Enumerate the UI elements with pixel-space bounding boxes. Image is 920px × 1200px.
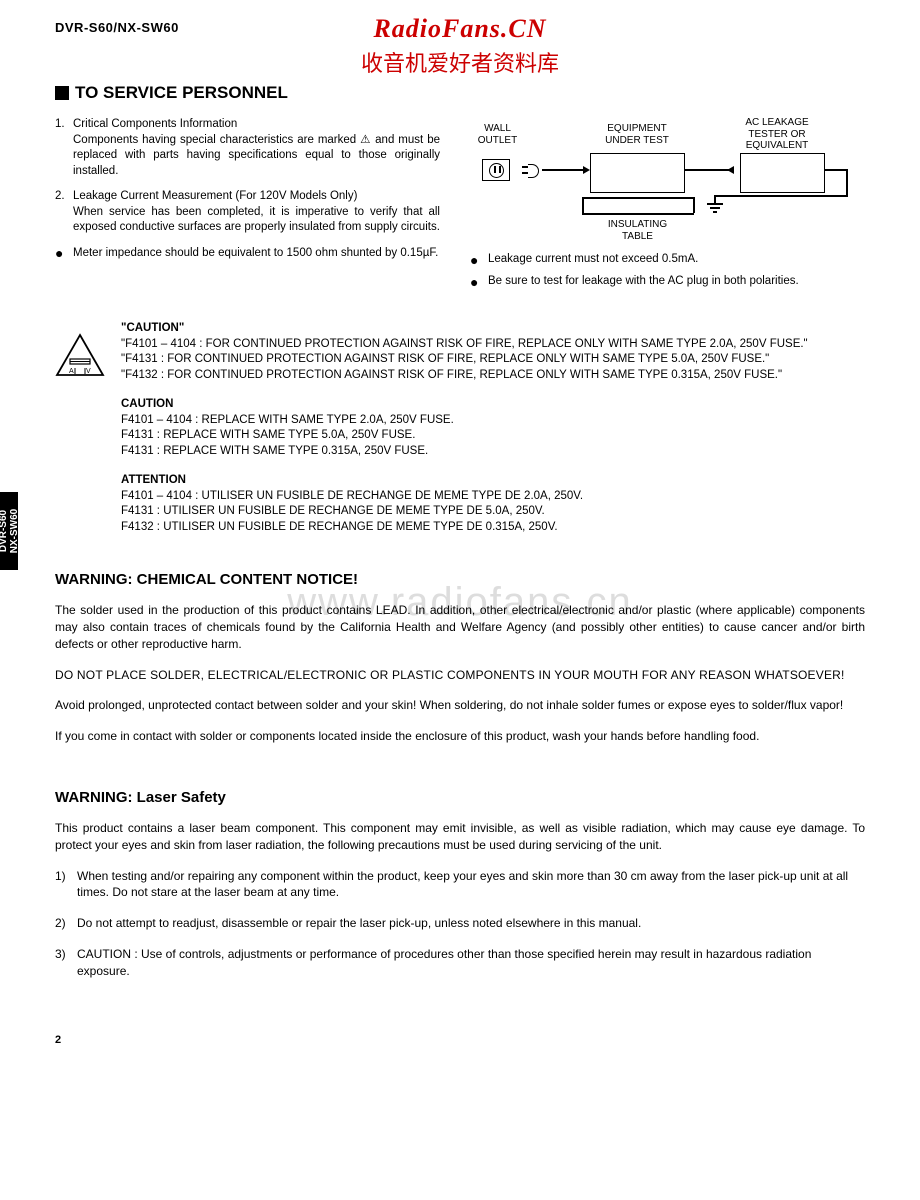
box-equipment	[590, 153, 685, 193]
bullet-text: Meter impedance should be equivalent to …	[73, 246, 440, 262]
warning-chemical-p1: The solder used in the production of thi…	[55, 602, 865, 652]
section-title: TO SERVICE PERSONNEL	[55, 83, 865, 103]
item-number: 1.	[55, 117, 73, 179]
item-text: Leakage Current Measurement (For 120V Mo…	[73, 189, 440, 236]
caution-line: F4131 : REPLACE WITH SAME TYPE 5.0A, 250…	[121, 428, 865, 444]
line	[685, 169, 733, 171]
item2-body: When service has been completed, it is i…	[73, 206, 440, 234]
caution-block: A V "CAUTION" "F4101 – 4104 : FOR CONTIN…	[55, 321, 865, 535]
warning-chemical-p3: Avoid prolonged, unprotected contact bet…	[55, 697, 865, 714]
item-number: 2.	[55, 189, 73, 236]
svg-text:A: A	[69, 368, 74, 375]
numbered-item-1: 1. Critical Components Information Compo…	[55, 117, 440, 179]
line	[825, 169, 847, 171]
label-equipment: EQUIPMENTUNDER TEST	[592, 123, 682, 146]
right-column: WALLOUTLET EQUIPMENTUNDER TEST AC LEAKAG…	[470, 117, 865, 297]
plug-icon	[528, 164, 542, 176]
line	[582, 213, 694, 215]
list-number: 1)	[55, 868, 77, 902]
caution-line: F4101 – 4104 : REPLACE WITH SAME TYPE 2.…	[121, 413, 865, 429]
warning-laser-title: WARNING: Laser Safety	[55, 789, 865, 806]
line	[582, 197, 694, 199]
line	[714, 195, 848, 197]
list-number: 3)	[55, 946, 77, 980]
bullet-item: ● Meter impedance should be equivalent t…	[55, 246, 440, 262]
bullet-text: Leakage current must not exceed 0.5mA.	[488, 253, 865, 267]
list-item: 3) CAUTION : Use of controls, adjustment…	[55, 946, 865, 980]
warning-chemical-title: WARNING: CHEMICAL CONTENT NOTICE!	[55, 571, 865, 588]
caution-line: "F4101 – 4104 : FOR CONTINUED PROTECTION…	[121, 337, 865, 353]
numbered-item-2: 2. Leakage Current Measurement (For 120V…	[55, 189, 440, 236]
svg-text:V: V	[86, 368, 91, 375]
left-column: 1. Critical Components Information Compo…	[55, 117, 440, 297]
label-wall-outlet: WALLOUTLET	[470, 123, 525, 146]
test-setup-diagram: WALLOUTLET EQUIPMENTUNDER TEST AC LEAKAG…	[470, 117, 865, 247]
page-number: 2	[55, 1034, 61, 1046]
list-text: When testing and/or repairing any compon…	[77, 868, 865, 902]
bullet-icon: ●	[470, 253, 488, 267]
line	[542, 169, 584, 171]
bullet-icon: ●	[55, 246, 73, 262]
bullet-text: Be sure to test for leakage with the AC …	[488, 275, 865, 289]
watermark-line1: RadioFans.CN	[0, 14, 920, 44]
laser-precaution-list: 1) When testing and/or repairing any com…	[55, 868, 865, 980]
item2-title: Leakage Current Measurement (For 120V Mo…	[73, 190, 357, 202]
square-bullet-icon	[55, 86, 69, 100]
caution-line: F4132 : UTILISER UN FUSIBLE DE RECHANGE …	[121, 520, 865, 536]
list-item: 1) When testing and/or repairing any com…	[55, 868, 865, 902]
bullet-icon: ●	[470, 275, 488, 289]
fuse-warning-triangle-icon: A V	[55, 333, 105, 535]
warning-chemical-p4: If you come in contact with solder or co…	[55, 728, 865, 745]
line	[714, 195, 716, 203]
caution-line: F4131 : REPLACE WITH SAME TYPE 0.315A, 2…	[121, 444, 865, 460]
caution-line: "F4132 : FOR CONTINUED PROTECTION AGAINS…	[121, 368, 865, 384]
label-insulating-table: INSULATINGTABLE	[595, 219, 680, 242]
warning-laser-p1: This product contains a laser beam compo…	[55, 820, 865, 854]
caution-header-3: ATTENTION	[121, 473, 865, 489]
list-text: Do not attempt to readjust, disassemble …	[77, 915, 865, 932]
label-ac-leakage: AC LEAKAGETESTER OREQUIVALENT	[732, 117, 822, 152]
box-tester	[740, 153, 825, 193]
list-text: CAUTION : Use of controls, adjustments o…	[77, 946, 865, 980]
caution-content: "CAUTION" "F4101 – 4104 : FOR CONTINUED …	[121, 321, 865, 535]
caution-header-1: "CAUTION"	[121, 321, 865, 337]
caution-header-2: CAUTION	[121, 397, 865, 413]
item1-body: Components having special characteristic…	[73, 134, 440, 177]
arrow-right-icon	[583, 166, 590, 174]
watermark-line2: 收音机爱好者资料库	[0, 46, 920, 78]
warning-chemical-p2: DO NOT PLACE SOLDER, ELECTRICAL/ELECTRON…	[55, 667, 865, 684]
list-item: 2) Do not attempt to readjust, disassemb…	[55, 915, 865, 932]
watermark-top: RadioFans.CN 收音机爱好者资料库	[0, 14, 920, 78]
caution-line: "F4131 : FOR CONTINUED PROTECTION AGAINS…	[121, 352, 865, 368]
arrow-left-icon	[727, 166, 734, 174]
line	[846, 169, 848, 195]
bullet-item: ● Leakage current must not exceed 0.5mA.	[470, 253, 865, 267]
page: DVR-S60/NX-SW60 RadioFans.CN 收音机爱好者资料库 w…	[0, 0, 920, 1064]
two-column-row: 1. Critical Components Information Compo…	[55, 117, 865, 297]
line	[582, 197, 584, 213]
item1-title: Critical Components Information	[73, 118, 237, 130]
list-number: 2)	[55, 915, 77, 932]
line	[693, 197, 695, 213]
section-title-text: TO SERVICE PERSONNEL	[75, 83, 288, 103]
caution-line: F4101 – 4104 : UTILISER UN FUSIBLE DE RE…	[121, 489, 865, 505]
caution-line: F4131 : UTILISER UN FUSIBLE DE RECHANGE …	[121, 504, 865, 520]
item-text: Critical Components Information Componen…	[73, 117, 440, 179]
bullet-item: ● Be sure to test for leakage with the A…	[470, 275, 865, 289]
outlet-icon	[482, 159, 510, 181]
